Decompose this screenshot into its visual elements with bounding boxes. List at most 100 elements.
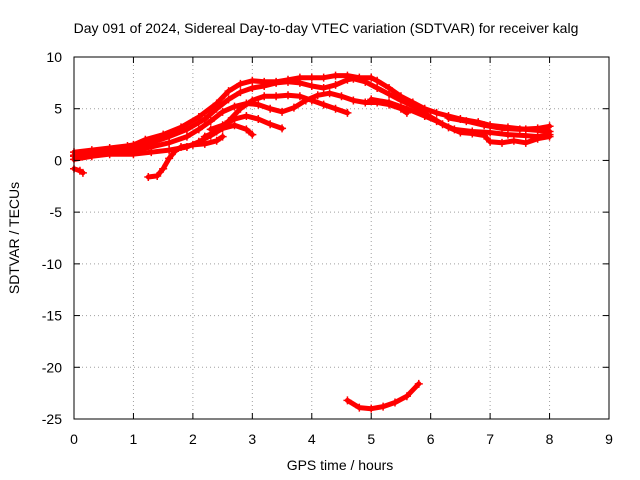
data-point xyxy=(414,379,423,388)
data-point xyxy=(230,102,239,111)
data-point xyxy=(319,100,328,109)
data-point xyxy=(212,136,221,145)
data-point xyxy=(373,76,382,85)
data-point xyxy=(236,104,245,113)
data-point xyxy=(242,111,251,120)
data-point xyxy=(509,136,518,145)
data-point xyxy=(78,168,87,177)
y-tick-label: 5 xyxy=(54,101,62,117)
data-point xyxy=(236,88,245,97)
data-point xyxy=(165,138,174,147)
x-tick-label: 3 xyxy=(248,431,256,447)
data-point xyxy=(503,130,512,139)
data-point xyxy=(171,147,180,156)
x-tick-label: 2 xyxy=(189,431,197,447)
data-point xyxy=(432,117,441,126)
data-point xyxy=(295,92,304,101)
x-tick-label: 6 xyxy=(427,431,435,447)
data-point xyxy=(343,396,352,405)
data-point xyxy=(242,125,251,134)
series-arc-9 xyxy=(367,95,554,147)
data-point xyxy=(361,98,370,107)
data-point xyxy=(200,115,209,124)
data-point xyxy=(278,107,287,116)
x-tick-label: 1 xyxy=(130,431,138,447)
data-point xyxy=(218,121,227,130)
gridlines xyxy=(74,57,609,419)
data-point xyxy=(177,142,185,151)
data-point xyxy=(521,138,530,147)
x-tick-label: 8 xyxy=(546,431,554,447)
data-point xyxy=(147,148,156,157)
x-tick-label: 5 xyxy=(367,431,375,447)
data-point xyxy=(206,117,215,126)
y-tick-label: -10 xyxy=(42,256,62,272)
data-point xyxy=(307,96,316,105)
data-point xyxy=(420,111,429,120)
data-point xyxy=(373,84,382,93)
data-point xyxy=(379,402,388,411)
data-point xyxy=(248,96,257,105)
data-point xyxy=(486,128,495,137)
x-axis-tick-labels: 0 1 2 3 4 5 6 7 8 9 xyxy=(70,431,613,447)
data-point xyxy=(218,107,227,116)
data-point xyxy=(284,91,292,100)
data-point xyxy=(144,172,153,181)
data-point xyxy=(533,134,542,143)
data-point xyxy=(545,122,554,131)
series-arc-10 xyxy=(444,114,554,134)
plot-frame xyxy=(73,56,610,420)
data-point xyxy=(432,108,441,117)
y-axis-tick-labels: -25 -20 -15 -10 -5 0 5 10 xyxy=(42,49,62,427)
data-point xyxy=(272,92,281,101)
data-point xyxy=(444,123,453,132)
data-point xyxy=(385,98,394,107)
data-point xyxy=(248,84,257,93)
data-point xyxy=(206,125,215,134)
data-point xyxy=(331,104,340,113)
chart-title: Day 091 of 2024, Sidereal Day-to-day VTE… xyxy=(74,20,579,36)
data-point xyxy=(200,132,209,141)
data-point xyxy=(498,124,506,133)
data-point xyxy=(165,146,174,155)
series-arc-7 xyxy=(144,132,227,181)
data-point xyxy=(266,104,275,113)
data-point xyxy=(343,108,352,117)
data-point xyxy=(194,125,203,134)
data-point xyxy=(307,81,316,90)
data-point xyxy=(367,73,376,82)
data-point xyxy=(486,137,495,146)
series-arc-11 xyxy=(343,379,423,413)
series-arc-8 xyxy=(70,164,87,177)
y-tick-label: 0 xyxy=(54,152,62,168)
data-point xyxy=(254,115,263,124)
data-point xyxy=(224,87,233,96)
y-tick-label: -20 xyxy=(42,359,62,375)
x-tick-label: 0 xyxy=(70,431,78,447)
y-tick-label: -5 xyxy=(50,204,63,220)
x-tick-label: 7 xyxy=(486,431,494,447)
y-tick-label: -15 xyxy=(42,308,62,324)
data-point xyxy=(385,90,394,99)
data-point xyxy=(236,79,245,88)
data-point xyxy=(521,131,530,140)
data-point xyxy=(295,78,304,87)
data-point xyxy=(218,132,227,141)
data-point xyxy=(462,117,471,126)
data-point xyxy=(361,77,370,86)
data-point xyxy=(266,120,275,129)
x-tick-label: 4 xyxy=(308,431,316,447)
y-tick-label: 10 xyxy=(46,49,62,65)
data-point xyxy=(153,171,162,180)
data-point xyxy=(165,154,174,163)
data-point xyxy=(355,403,364,412)
axis-ticks xyxy=(73,56,610,420)
x-tick-label: 9 xyxy=(605,431,613,447)
data-point xyxy=(367,404,376,413)
data-point xyxy=(480,121,489,130)
data-point xyxy=(391,398,399,407)
y-axis-title: SDTVAR / TECUs xyxy=(6,182,22,294)
data-point xyxy=(272,78,281,87)
data-point xyxy=(396,96,405,105)
series-line xyxy=(145,134,226,180)
